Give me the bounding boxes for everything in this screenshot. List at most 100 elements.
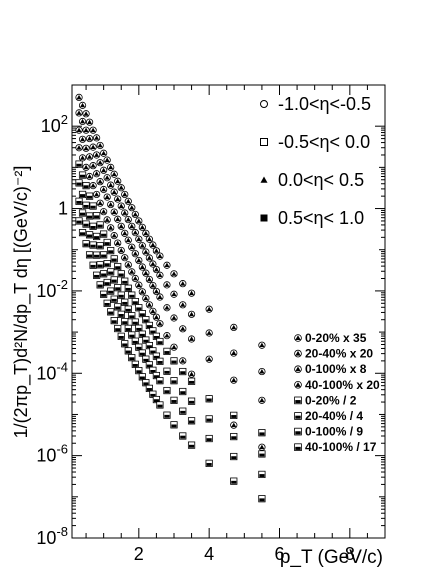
data-point [100, 290, 108, 298]
centrality-legend-marker [294, 380, 302, 389]
marker-shape [125, 328, 131, 331]
marker-shape [97, 200, 103, 206]
data-point [121, 254, 129, 262]
data-point [100, 208, 108, 216]
y-tick-label: 10-4 [36, 359, 68, 383]
data-point [100, 185, 108, 194]
data-point [230, 323, 238, 331]
data-point [78, 154, 87, 162]
marker-shape [295, 431, 301, 435]
eta-legend-label: 0.5<η< 1.0 [278, 208, 364, 228]
data-point [131, 337, 139, 345]
marker-shape [206, 356, 212, 362]
data-point [110, 232, 118, 240]
marker-shape [90, 244, 96, 248]
marker-shape [206, 463, 212, 466]
marker-shape [97, 224, 103, 228]
marker-shape [260, 176, 268, 183]
data-point [128, 331, 136, 339]
x-tick-label: 8 [345, 544, 355, 564]
marker-shape [180, 410, 186, 414]
data-point [107, 224, 115, 232]
marker-shape [83, 111, 89, 116]
data-point [170, 314, 178, 322]
centrality-legend-label: 40-100% / 17 [305, 440, 377, 454]
marker-shape [76, 163, 82, 167]
data-point [82, 144, 90, 152]
eta-legend-label: 0.0<η< 0.5 [278, 170, 364, 190]
data-point [78, 229, 87, 237]
data-point [170, 421, 178, 429]
data-point [205, 305, 213, 313]
data-point [82, 126, 90, 134]
data-point [89, 126, 97, 134]
data-point [96, 281, 104, 289]
data-point [156, 377, 164, 385]
data-point [128, 291, 136, 299]
data-point [187, 377, 196, 385]
data-point [163, 386, 171, 395]
data-point [156, 320, 164, 328]
marker-shape [153, 335, 159, 339]
marker-shape [122, 230, 128, 236]
marker-shape [171, 315, 177, 320]
marker-shape [79, 118, 86, 124]
data-point [128, 204, 136, 212]
data-point [230, 477, 238, 485]
marker-shape [118, 294, 124, 298]
marker-shape [104, 175, 110, 180]
marker-shape [83, 223, 89, 227]
marker-shape [153, 399, 159, 403]
centrality-legend-label: 0-20% / 2 [305, 393, 357, 407]
data-point [85, 172, 94, 181]
marker-shape [111, 209, 117, 215]
data-point [145, 301, 153, 309]
data-point [149, 241, 157, 249]
data-point [75, 217, 83, 225]
marker-shape [164, 390, 170, 394]
marker-shape [111, 171, 117, 177]
marker-shape [180, 435, 186, 439]
data-point [96, 141, 104, 150]
marker-shape [150, 282, 156, 288]
data-point [114, 215, 122, 223]
data-point [107, 287, 115, 295]
data-point [187, 397, 196, 405]
marker-shape [122, 191, 128, 197]
marker-shape [122, 343, 128, 347]
marker-shape [129, 244, 135, 250]
data-point [124, 305, 132, 313]
data-point [142, 294, 150, 302]
data-point [156, 293, 164, 301]
data-point [145, 235, 153, 243]
marker-shape [171, 424, 177, 428]
data-point [117, 222, 125, 230]
marker-shape [295, 335, 301, 341]
marker-shape [295, 446, 301, 450]
data-point [205, 329, 213, 337]
marker-shape [101, 167, 107, 173]
axis-ticks [72, 85, 385, 539]
data-point [75, 144, 83, 152]
marker-shape [206, 418, 212, 422]
data-point [96, 221, 104, 229]
data-point [179, 387, 187, 396]
data-point [124, 261, 132, 269]
data-point [117, 184, 125, 192]
marker-shape [108, 250, 114, 254]
data-point [89, 143, 97, 151]
data-point [135, 304, 143, 312]
x-tick-label: 4 [204, 544, 214, 564]
centrality-legend-label: 20-40% x 20 [305, 347, 373, 361]
marker-shape [295, 382, 301, 387]
data-point [152, 247, 161, 255]
marker-shape [104, 302, 110, 306]
marker-shape [146, 255, 152, 260]
marker-shape [153, 355, 159, 359]
data-point [230, 452, 238, 461]
data-point [145, 254, 153, 262]
data-point [114, 177, 122, 185]
data-point [258, 396, 266, 404]
marker-shape [90, 127, 96, 133]
centrality-legend-marker [294, 349, 302, 358]
